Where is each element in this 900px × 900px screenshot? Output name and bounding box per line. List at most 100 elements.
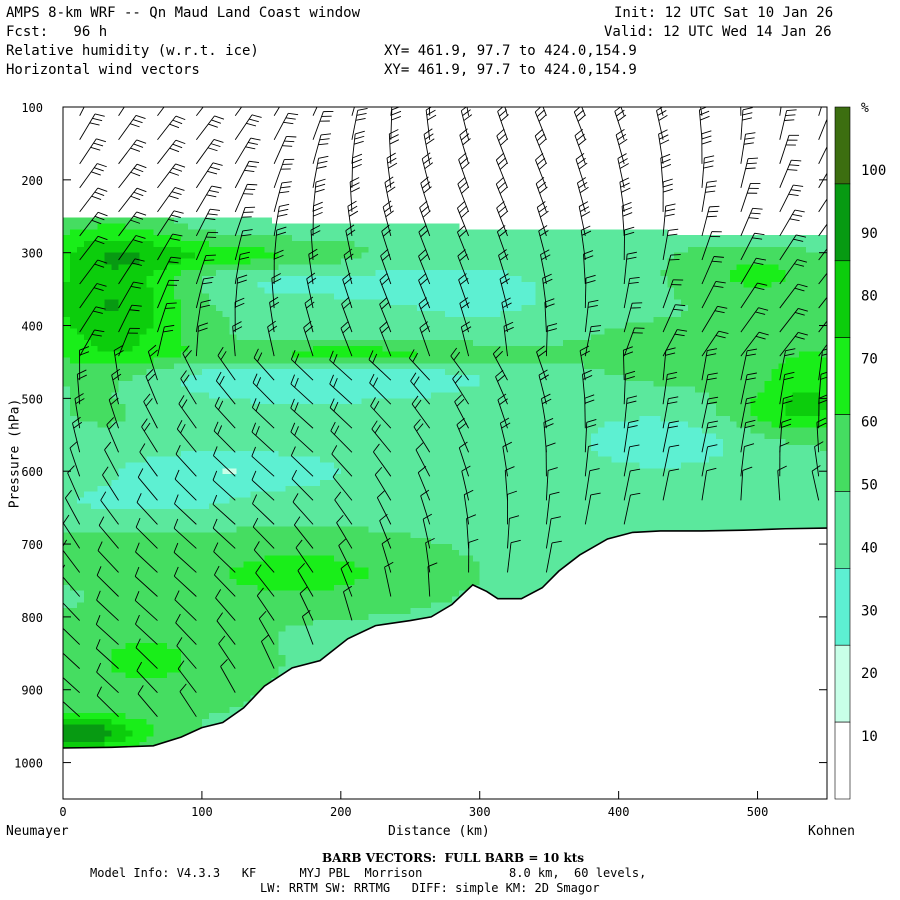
rh-cell xyxy=(333,485,342,493)
rh-cell xyxy=(83,666,92,673)
rh-cell xyxy=(389,439,397,446)
rh-cell xyxy=(278,450,286,458)
rh-cell xyxy=(90,410,99,417)
rh-cell xyxy=(313,631,321,638)
rh-cell xyxy=(125,491,134,499)
rh-cell xyxy=(236,474,245,481)
rh-cell xyxy=(153,561,161,568)
rh-cell xyxy=(389,404,397,411)
rh-cell xyxy=(69,730,78,737)
rh-cell xyxy=(292,345,300,353)
rh-cell xyxy=(83,258,92,265)
rh-cell xyxy=(403,427,411,434)
rh-cell xyxy=(299,509,307,516)
rh-cell xyxy=(347,579,356,586)
rh-cell xyxy=(257,287,266,295)
rh-cell xyxy=(396,310,404,318)
rh-cell xyxy=(236,270,245,277)
rh-cell xyxy=(83,386,92,394)
rh-cell xyxy=(278,637,286,644)
rh-cell xyxy=(90,363,99,370)
rh-cell xyxy=(292,392,300,399)
rh-cell xyxy=(69,386,78,394)
rh-cell xyxy=(313,439,321,446)
rh-cell xyxy=(243,666,252,673)
rh-cell xyxy=(201,648,210,656)
rh-cell xyxy=(264,316,272,324)
rh-cell xyxy=(215,281,224,289)
rh-cell xyxy=(167,468,175,475)
rh-cell xyxy=(319,643,328,650)
rh-cell xyxy=(63,713,71,720)
rh-cell xyxy=(83,229,92,236)
rh-cell xyxy=(167,672,175,679)
rh-cell xyxy=(389,241,397,248)
rh-cell xyxy=(90,444,99,452)
rh-cell xyxy=(76,439,85,446)
rh-cell xyxy=(347,509,356,516)
rh-cell xyxy=(313,613,321,621)
rh-cell xyxy=(132,689,140,697)
rh-cell xyxy=(229,695,238,702)
rh-cell xyxy=(97,567,106,574)
rh-cell xyxy=(299,281,307,289)
rh-cell xyxy=(382,386,391,394)
rh-cell xyxy=(319,439,328,446)
rh-cell xyxy=(257,375,266,382)
rh-cell xyxy=(229,672,238,679)
rh-cell xyxy=(97,229,106,236)
rh-cell xyxy=(264,450,272,458)
rh-cell xyxy=(125,736,134,743)
rh-cell xyxy=(153,363,161,370)
rh-cell xyxy=(201,328,210,335)
rh-cell xyxy=(83,462,92,469)
rh-cell xyxy=(222,345,231,353)
rh-cell xyxy=(257,357,266,365)
rh-cell xyxy=(63,421,71,429)
rh-cell xyxy=(160,643,168,650)
rh-cell xyxy=(382,264,391,271)
rh-cell xyxy=(333,573,342,580)
rh-cell xyxy=(229,602,238,609)
rh-cell xyxy=(340,275,349,283)
rh-cell xyxy=(132,380,140,388)
rh-cell xyxy=(97,468,106,475)
rh-cell xyxy=(257,648,266,656)
rh-cell xyxy=(403,474,411,481)
rh-cell xyxy=(90,520,99,528)
rh-cell xyxy=(208,579,217,586)
rh-cell xyxy=(104,485,113,493)
rh-cell xyxy=(90,672,99,679)
rh-cell xyxy=(181,701,189,708)
rh-cell xyxy=(90,375,99,382)
rh-cell xyxy=(118,718,127,726)
rh-cell xyxy=(313,532,321,539)
rh-cell xyxy=(90,532,99,539)
rh-cell xyxy=(396,561,404,568)
rh-cell xyxy=(90,695,99,702)
rh-cell xyxy=(160,631,168,638)
rh-cell xyxy=(146,625,154,633)
rh-cell xyxy=(382,281,391,289)
rh-cell xyxy=(257,544,266,551)
rh-cell xyxy=(90,427,99,434)
rh-cell xyxy=(361,345,370,353)
rh-cell xyxy=(243,479,252,487)
rh-cell xyxy=(153,532,161,539)
rh-cell xyxy=(167,310,175,318)
rh-cell xyxy=(146,526,154,533)
rh-cell xyxy=(215,485,224,493)
rh-cell xyxy=(111,666,120,673)
rh-cell xyxy=(389,596,397,603)
rh-cell xyxy=(118,736,127,743)
rh-cell xyxy=(181,561,189,568)
rh-cell xyxy=(236,608,245,615)
rh-cell xyxy=(271,526,279,533)
rh-cell xyxy=(278,526,286,533)
rh-cell xyxy=(389,485,397,493)
rh-cell xyxy=(146,573,154,580)
rh-cell xyxy=(208,689,217,697)
rh-cell xyxy=(340,258,349,265)
rh-cell xyxy=(90,241,99,248)
rh-cell xyxy=(333,392,342,399)
